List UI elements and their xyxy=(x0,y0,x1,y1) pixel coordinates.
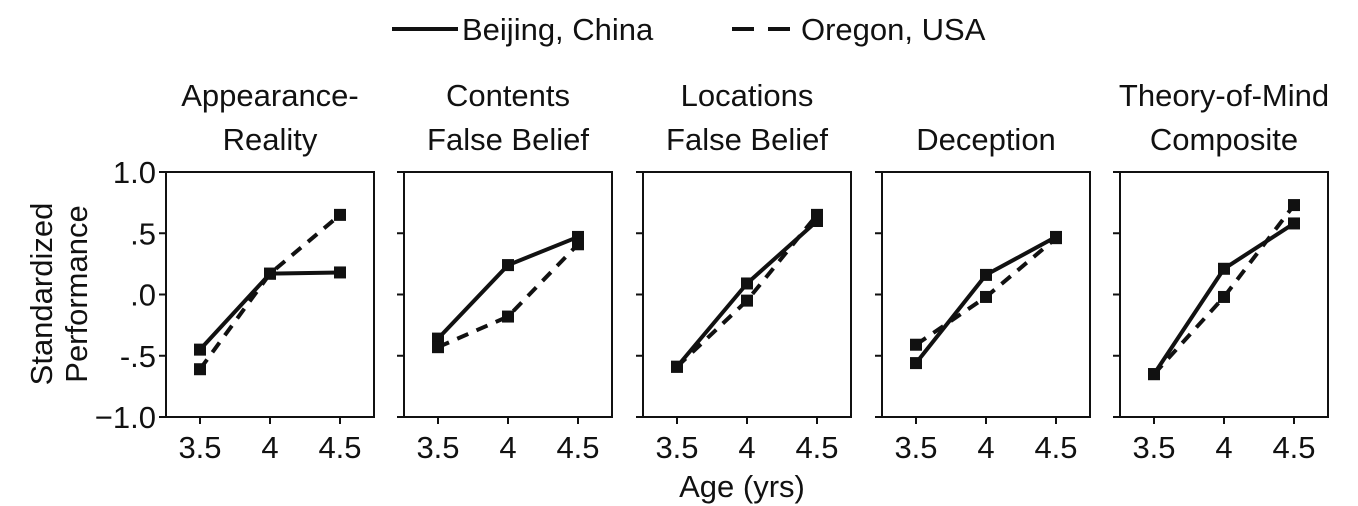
x-tick-label: 3.5 xyxy=(655,430,698,465)
panel-title-line-2: Composite xyxy=(1150,122,1298,157)
x-tick-label: 4 xyxy=(499,430,516,465)
panel-title-line-2: False Belief xyxy=(666,122,828,157)
data-point-oregon xyxy=(432,341,444,354)
x-tick-label: 4.5 xyxy=(556,430,599,465)
panel-2: Contents False Belief 3.5 4 4.5 xyxy=(397,78,613,465)
series-line-beijing xyxy=(198,270,341,351)
data-point-oregon xyxy=(741,294,753,307)
series-line-oregon xyxy=(675,213,819,369)
x-tick-label: 4 xyxy=(1215,430,1232,465)
legend-oregon-label: Oregon, USA xyxy=(801,12,986,47)
data-point-oregon xyxy=(264,267,276,280)
panel-title-line-1: Contents xyxy=(446,78,570,113)
x-tick-label: 3.5 xyxy=(894,430,937,465)
data-point-oregon xyxy=(194,363,206,376)
panel-5: Theory-of-Mind Composite 3.5 4 4.5 xyxy=(1113,78,1329,465)
panel-title-line-2: Deception xyxy=(916,122,1056,157)
series-line-oregon xyxy=(437,242,580,350)
panel-frame xyxy=(403,171,613,418)
y-tick-label: .5 xyxy=(130,216,156,251)
x-axis-title: Age (yrs) xyxy=(679,469,805,504)
x-tick-label: 3.5 xyxy=(178,430,221,465)
y-tick-label: −1.0 xyxy=(95,400,156,435)
data-point-beijing xyxy=(1288,217,1300,230)
data-point-oregon xyxy=(502,310,514,323)
data-point-beijing xyxy=(194,343,206,356)
y-axis-title-line-2: Performance xyxy=(59,205,94,382)
legend: Beijing, China Oregon, USA xyxy=(392,12,986,47)
data-point-oregon xyxy=(980,290,992,303)
x-tick-label: 4 xyxy=(977,430,994,465)
panel-frame xyxy=(642,171,852,418)
panel-3: Locations False Belief 3.5 4 4.5 xyxy=(636,78,852,465)
panel-title-line-2: False Belief xyxy=(427,122,589,157)
x-tick-label: 4 xyxy=(261,430,278,465)
x-tick-label: 3.5 xyxy=(1132,430,1175,465)
y-axis-title: Standardized Performance xyxy=(24,203,94,386)
data-point-beijing xyxy=(334,266,346,279)
data-point-beijing xyxy=(502,259,514,272)
x-tick-label: 4.5 xyxy=(318,430,361,465)
data-point-oregon xyxy=(811,208,823,221)
x-tick-label: 4.5 xyxy=(1272,430,1315,465)
panel-title-line-1: Theory-of-Mind xyxy=(1119,78,1329,113)
y-tick-label: .0 xyxy=(130,278,156,313)
data-point-beijing xyxy=(980,268,992,281)
data-point-oregon xyxy=(671,360,683,373)
panel-title-line-2: Reality xyxy=(223,122,318,157)
data-point-oregon xyxy=(1050,232,1062,245)
x-tick-label: 3.5 xyxy=(416,430,459,465)
panel-title-line-1: Appearance- xyxy=(181,78,359,113)
series-line-oregon xyxy=(198,213,342,371)
data-point-oregon xyxy=(572,238,584,251)
y-axis-title-line-1: Standardized xyxy=(24,203,59,386)
series-line-beijing xyxy=(436,235,579,340)
data-point-oregon xyxy=(910,338,922,351)
panel-1: Appearance- Reality 1.0 .5 .0 -.5 −1.0 3.5 4 4.5 xyxy=(95,78,375,465)
data-point-oregon xyxy=(1288,199,1300,212)
data-point-beijing xyxy=(1218,262,1230,275)
data-point-beijing xyxy=(741,277,753,290)
legend-beijing-label: Beijing, China xyxy=(462,12,654,47)
y-tick-label: -.5 xyxy=(120,339,156,374)
data-point-oregon xyxy=(334,208,346,221)
data-point-beijing xyxy=(910,357,922,370)
panel-title-line-1: Locations xyxy=(681,78,814,113)
data-point-oregon xyxy=(1148,368,1160,381)
data-point-oregon xyxy=(1218,290,1230,303)
x-tick-label: 4 xyxy=(738,430,755,465)
series-line-oregon xyxy=(1152,203,1296,376)
panel-4: Deception 3.5 4 4.5 xyxy=(875,122,1091,465)
panel-frame xyxy=(165,171,375,418)
x-tick-label: 4.5 xyxy=(1034,430,1077,465)
y-tick-label: 1.0 xyxy=(113,155,156,190)
x-tick-label: 4.5 xyxy=(795,430,838,465)
